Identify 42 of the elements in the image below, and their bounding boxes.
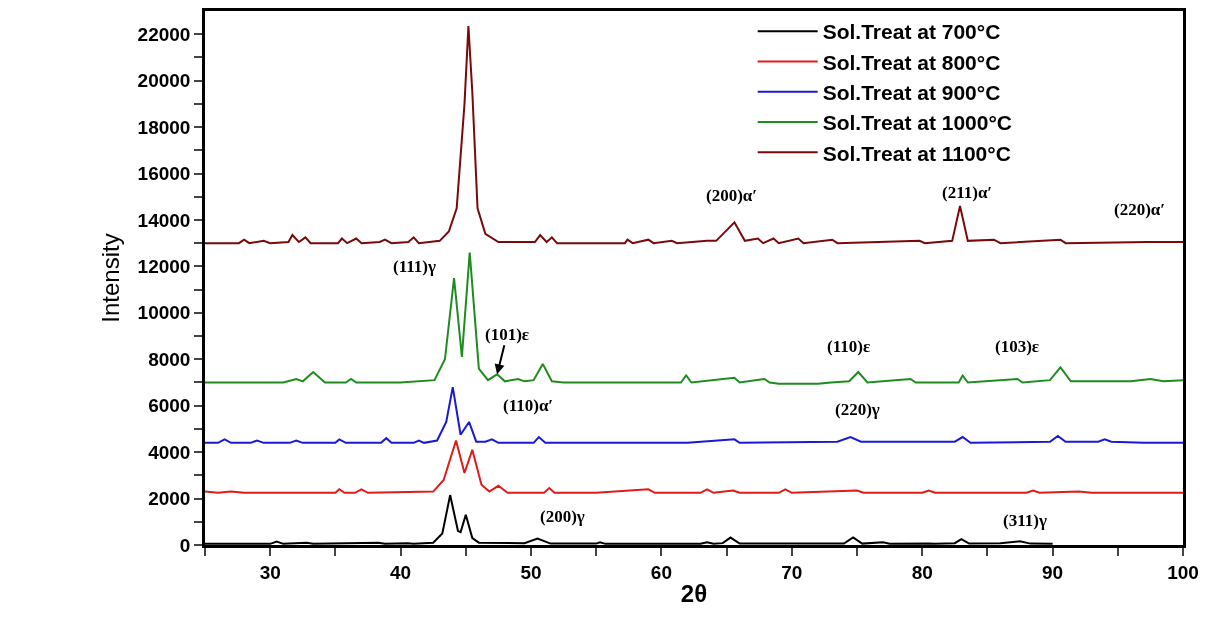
line-series [205,25,1183,245]
annotation: (101)ε [485,325,530,344]
y-tick-label: 22000 [137,23,191,45]
annotation: (200)α′ [706,186,758,205]
annotation: (311)γ [1003,511,1047,530]
legend-label: Sol.Treat at 700°C [822,20,1001,44]
x-tick-label: 70 [781,561,803,583]
legend-label: Sol.Treat at 1000°C [822,111,1013,135]
annotation: (103)ε [995,337,1040,356]
annotation: (200)γ [540,507,585,526]
y-tick-label: 8000 [148,348,191,370]
y-tick-label: 16000 [137,163,191,185]
y-tick-label: 12000 [137,256,191,278]
x-tick-label: 100 [1167,561,1199,583]
line-series [205,251,1183,385]
legend-label: Sol.Treat at 1100°C [822,141,1011,165]
annotation: (110)ε [827,337,871,356]
x-tick-label: 60 [650,561,672,583]
legend-label: Sol.Treat at 800°C [822,50,1001,74]
y-tick-label: 10000 [137,302,191,324]
y-tick-label: 6000 [148,395,191,417]
line-series [205,439,1183,494]
y-tick-label: 2000 [148,488,191,510]
x-tick-label: 30 [259,561,281,583]
x-axis-title: 2θ [680,579,708,607]
annotation: (111)γ [393,257,436,276]
y-tick-label: 20000 [137,70,191,92]
x-tick-label: 90 [1042,561,1064,583]
y-tick-label: 14000 [137,209,191,231]
annotation: (211)α′ [942,183,993,202]
y-tick-label: 4000 [148,441,191,463]
x-tick-label: 80 [911,561,933,583]
x-tick-label: 40 [390,561,412,583]
line-series [205,386,1183,444]
annotation: (220)α′ [1114,200,1166,219]
y-axis-title: Intensity [96,233,124,323]
legend-label: Sol.Treat at 900°C [822,80,1001,104]
annotation: (220)γ [835,400,880,419]
annotation: (110)α′ [503,396,554,415]
y-tick-label: 18000 [137,116,191,138]
y-tick-label: 0 [179,534,191,556]
x-tick-label: 50 [520,561,542,583]
